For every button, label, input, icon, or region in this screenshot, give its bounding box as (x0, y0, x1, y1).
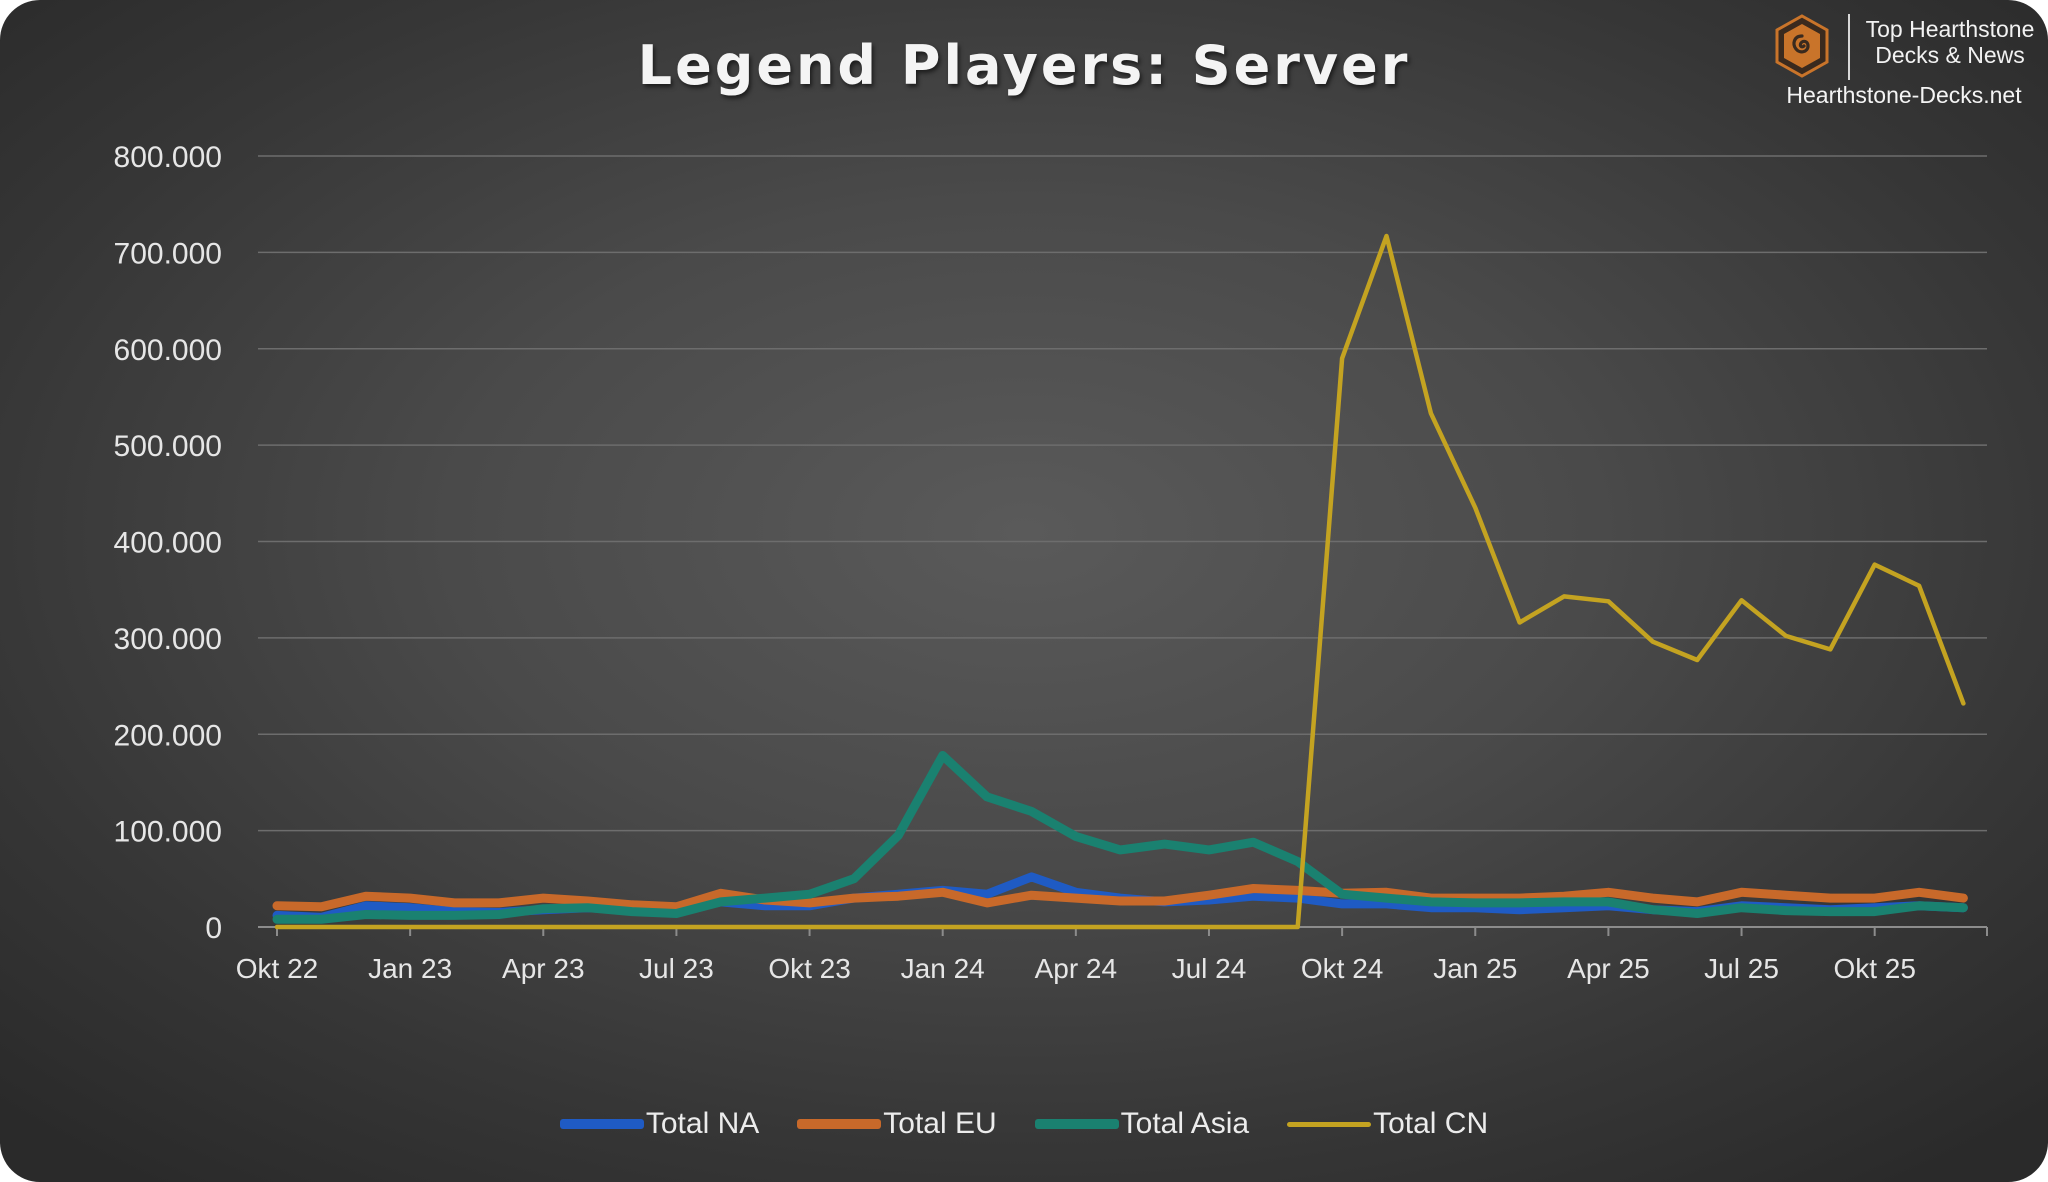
series-line-total-asia (272, 751, 1968, 924)
x-tick-label: Jan 25 (1433, 953, 1517, 984)
x-tick-label: Okt 22 (236, 953, 318, 984)
y-axis-tick-labels: 0 100.000 200.000 300.000 400.000 500.000 600.… (114, 141, 222, 945)
legend-item-total-na: Total NA (559, 1107, 760, 1141)
brand-tagline-2: Decks & News (1875, 42, 2025, 68)
legend-label: Total CN (1373, 1107, 1489, 1140)
y-tick-label: 300.000 (114, 623, 222, 656)
series-lines (272, 233, 1968, 930)
brand-block[interactable]: Top Hearthstone Decks & News Hearthstone… (1760, 6, 2048, 116)
y-tick-label: 600.000 (114, 334, 222, 367)
legend-item-total-cn: Total CN (1287, 1107, 1488, 1141)
x-axis-tick-labels: Okt 22 Jan 23 Apr 23 Jul 23 Okt 23 Jan 24 Apr … (236, 953, 1916, 984)
series-line-total-eu (272, 884, 1968, 912)
y-tick-label: 100.000 (114, 816, 222, 849)
x-tick-label: Jan 24 (901, 953, 985, 984)
hearthstone-swirl-logo-icon (1775, 14, 1829, 78)
brand-divider (1848, 14, 1850, 80)
legend-item-total-asia: Total Asia (1034, 1107, 1250, 1141)
brand-site-link[interactable]: Hearthstone-Decks.net (1786, 82, 2022, 108)
chart-title: Legend Players: Server (637, 34, 1411, 97)
x-tick-label: Jul 23 (639, 953, 714, 984)
y-tick-label: 700.000 (114, 237, 222, 270)
legend-label: Total NA (645, 1107, 760, 1140)
x-tick-label: Apr 25 (1567, 953, 1650, 984)
x-tick-label: Okt 25 (1833, 953, 1915, 984)
legend-swatch (797, 1119, 882, 1129)
x-tick-label: Apr 24 (1035, 953, 1118, 984)
series-line-total-cn (274, 233, 1966, 930)
legend-label: Total Asia (1120, 1107, 1250, 1140)
legend-item-total-eu: Total EU (797, 1107, 997, 1141)
x-tick-label: Jul 25 (1704, 953, 1779, 984)
y-tick-label: 800.000 (114, 141, 222, 174)
legend-swatch (1287, 1121, 1372, 1127)
chart-legend: Total NA Total EU Total Asia Total CN (0, 1102, 2048, 1146)
legend-label: Total EU (883, 1107, 997, 1140)
x-tick-label: Okt 24 (1301, 953, 1383, 984)
y-tick-label: 0 (205, 912, 222, 945)
y-tick-label: 500.000 (114, 430, 222, 463)
x-tick-label: Apr 23 (502, 953, 585, 984)
y-tick-label: 200.000 (114, 719, 222, 752)
brand-tagline-1: Top Hearthstone (1865, 16, 2035, 42)
gridlines (258, 155, 1987, 832)
x-tick-label: Jan 23 (368, 953, 452, 984)
legend-swatch (559, 1119, 644, 1129)
legend-swatch (1034, 1119, 1119, 1129)
x-tick-label: Okt 23 (768, 953, 850, 984)
y-tick-label: 400.000 (114, 527, 222, 560)
x-tick-label: Jul 24 (1172, 953, 1247, 984)
